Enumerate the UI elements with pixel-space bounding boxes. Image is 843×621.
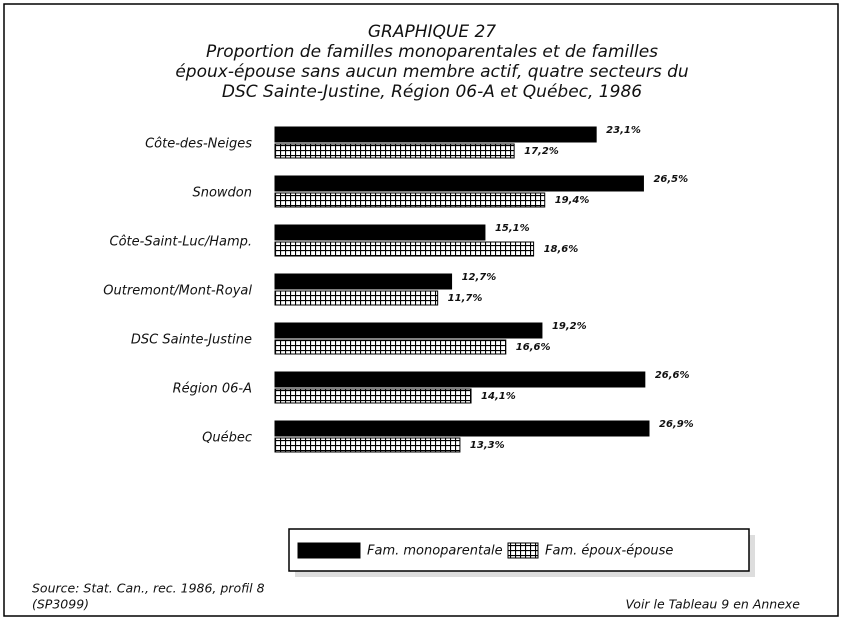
value-label: 18,6% xyxy=(544,244,579,255)
bar xyxy=(274,322,543,339)
value-label: 16,6% xyxy=(516,342,551,353)
bar xyxy=(274,224,486,241)
bar xyxy=(274,437,461,453)
bar xyxy=(274,175,644,192)
frame xyxy=(3,3,839,617)
value-label: 26,6% xyxy=(655,370,690,381)
value-label: 12,7% xyxy=(462,272,497,283)
bar xyxy=(274,126,597,143)
category-label: Côte-des-Neiges xyxy=(145,137,252,152)
value-label: 26,9% xyxy=(659,419,694,430)
category-label: Région 06-A xyxy=(173,382,252,397)
legend-swatch xyxy=(297,542,361,559)
value-label: 11,7% xyxy=(448,293,483,304)
bar xyxy=(274,371,646,388)
bar xyxy=(274,339,507,355)
bar xyxy=(274,290,439,306)
bar xyxy=(274,192,546,208)
value-label: 23,1% xyxy=(606,125,641,136)
bar xyxy=(274,143,515,159)
legend-label: Fam. époux-épouse xyxy=(545,544,673,559)
bar xyxy=(274,273,453,290)
category-label: Snowdon xyxy=(192,186,252,201)
category-label: Outremont/Mont-Royal xyxy=(103,284,252,299)
category-label: DSC Sainte-Justine xyxy=(131,333,252,348)
subtitle: époux-épouse sans aucun membre actif, qu… xyxy=(175,62,689,82)
value-label: 14,1% xyxy=(481,391,516,402)
subtitle: Proportion de familles monoparentales et… xyxy=(206,42,658,62)
legend-swatch xyxy=(507,542,539,559)
subtitle: DSC Sainte-Justine, Région 06-A et Québe… xyxy=(222,82,642,102)
category-label: Côte-Saint-Luc/Hamp. xyxy=(110,235,252,250)
value-label: 19,2% xyxy=(552,321,587,332)
note: Voir le Tableau 9 en Annexe xyxy=(625,597,800,612)
bar xyxy=(274,241,535,257)
source: Source: Stat. Can., rec. 1986, profil 8 xyxy=(32,581,265,596)
value-label: 17,2% xyxy=(524,146,559,157)
value-label: 26,5% xyxy=(653,174,688,185)
value-label: 13,3% xyxy=(470,440,505,451)
legend-label: Fam. monoparentale xyxy=(367,544,503,559)
value-label: 19,4% xyxy=(555,195,590,206)
chart-title: GRAPHIQUE 27 xyxy=(368,22,496,42)
category-label: Québec xyxy=(202,431,252,446)
source: (SP3099) xyxy=(32,597,89,612)
value-label: 15,1% xyxy=(495,223,530,234)
bar xyxy=(274,388,472,404)
bar xyxy=(274,420,650,437)
